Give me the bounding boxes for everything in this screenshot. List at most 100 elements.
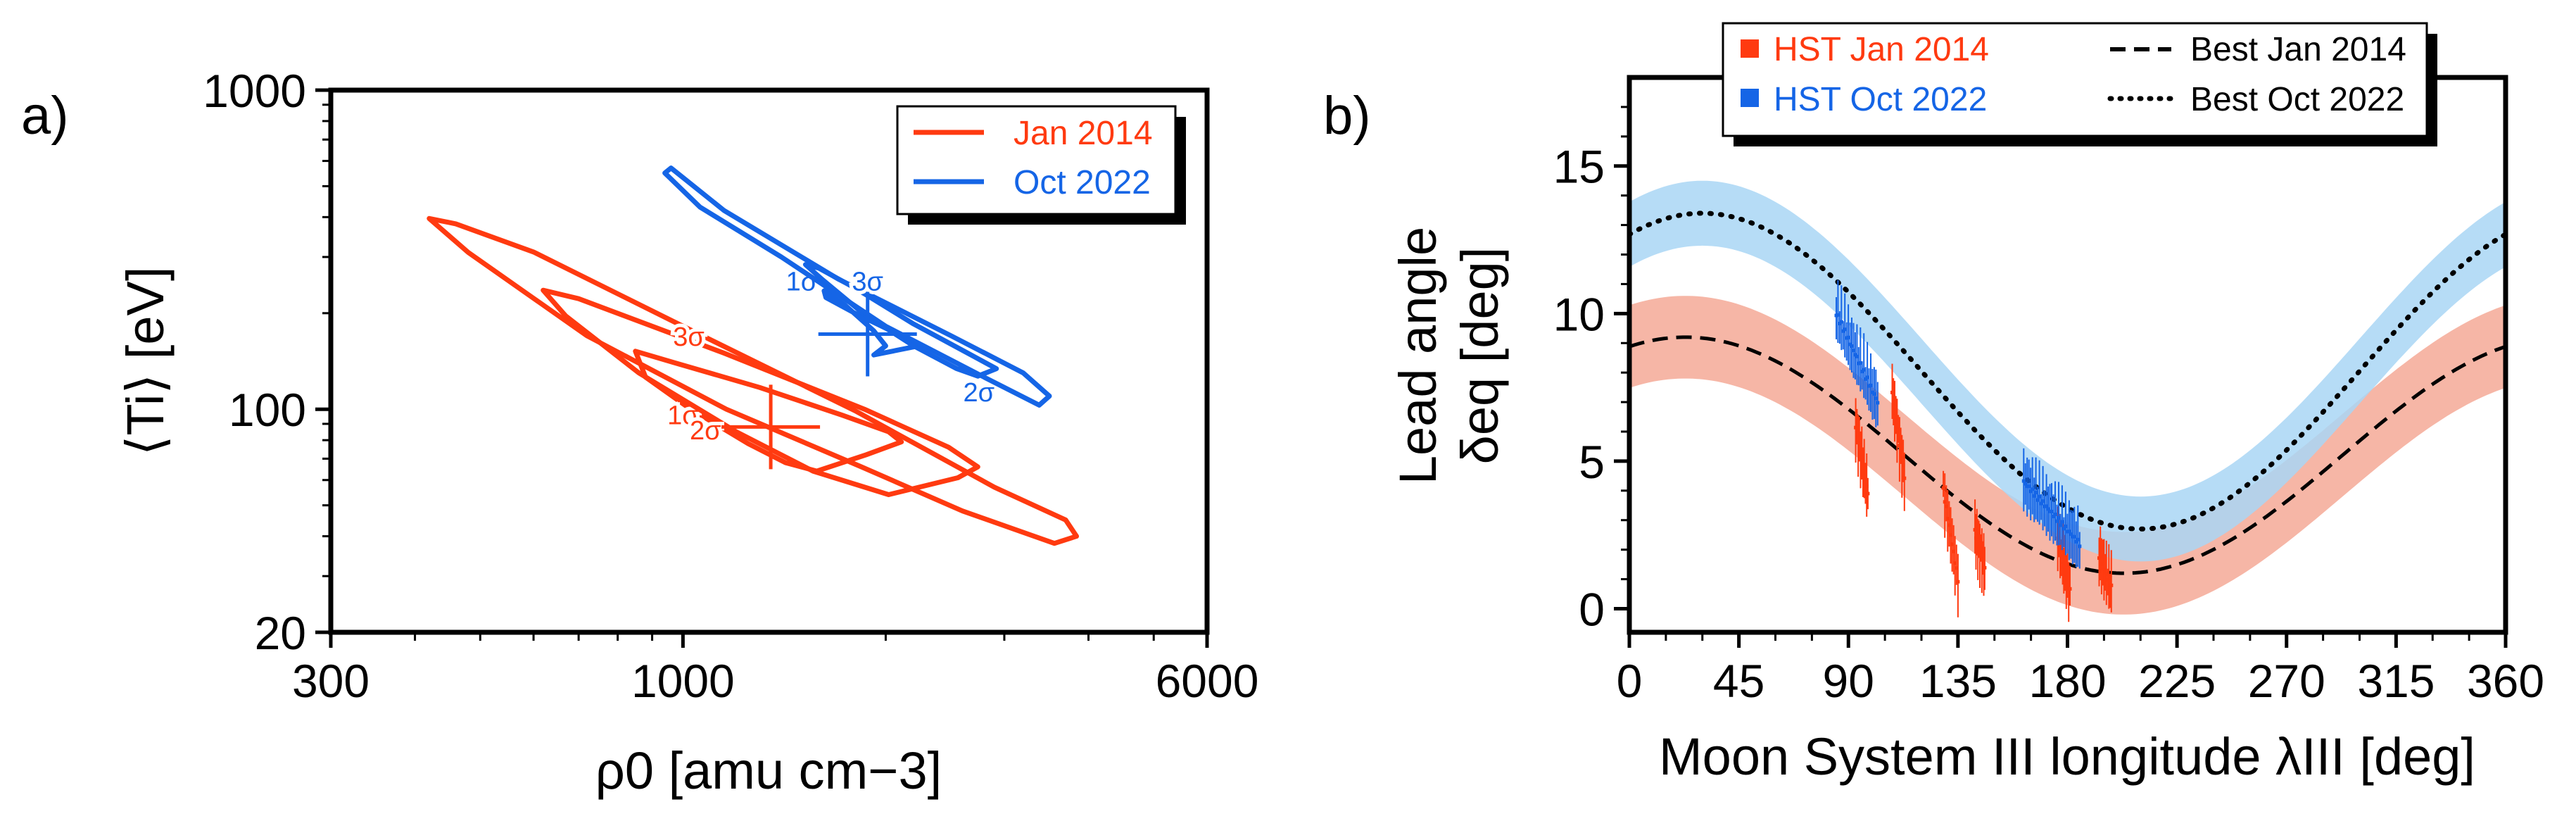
data-point bbox=[2056, 536, 2060, 540]
x-axis-label: ρ0 [amu cm−3] bbox=[595, 741, 942, 800]
x-tick-label: 135 bbox=[1919, 655, 1997, 707]
data-point bbox=[2078, 544, 2082, 549]
data-point bbox=[2035, 498, 2040, 502]
legend-label-hst-jan-2014: HST Jan 2014 bbox=[1774, 31, 1989, 68]
data-point bbox=[2067, 529, 2071, 534]
y-tick-label: 1000 bbox=[203, 65, 306, 117]
data-point bbox=[2021, 479, 2026, 483]
data-point bbox=[2066, 575, 2069, 579]
data-point bbox=[1900, 460, 1904, 464]
contour-2 bbox=[802, 262, 999, 379]
data-point bbox=[1836, 313, 1840, 317]
data-point bbox=[1855, 354, 1859, 358]
data-point bbox=[1890, 390, 1894, 394]
panel-a-label: a) bbox=[21, 86, 69, 146]
data-point bbox=[2031, 487, 2035, 491]
x-tick-label: 0 bbox=[1617, 655, 1643, 707]
legend-marker-hst-oct-2022 bbox=[1741, 89, 1759, 107]
data-point bbox=[2064, 525, 2068, 528]
data-point bbox=[2039, 501, 2043, 506]
data-point bbox=[1983, 565, 1987, 570]
data-point bbox=[2046, 507, 2050, 511]
y-tick-label: 100 bbox=[229, 384, 306, 436]
legend-label-best-jan-2014: Best Jan 2014 bbox=[2190, 31, 2406, 68]
band-best-oct-2022 bbox=[1629, 180, 2506, 562]
data-point bbox=[1855, 428, 1859, 432]
data-point bbox=[2062, 527, 2066, 531]
legend-label-jan-2014: Jan 2014 bbox=[1014, 115, 1153, 152]
data-point bbox=[1977, 541, 1981, 546]
data-point bbox=[2104, 572, 2109, 576]
data-point bbox=[1950, 542, 1955, 546]
data-point bbox=[1956, 579, 1960, 584]
data-point bbox=[1850, 344, 1854, 348]
data-point bbox=[2041, 499, 2045, 503]
data-point bbox=[2032, 494, 2036, 498]
contour-3 bbox=[662, 165, 1052, 408]
x-tick-label: 360 bbox=[2467, 655, 2544, 707]
data-point bbox=[1861, 467, 1865, 471]
x-tick-label: 45 bbox=[1713, 655, 1764, 707]
y-axis-label-line2: δeq [deg] bbox=[1451, 247, 1509, 465]
data-point bbox=[2050, 510, 2054, 513]
data-point bbox=[2052, 515, 2055, 518]
x-tick-label: 270 bbox=[2248, 655, 2325, 707]
data-point bbox=[2055, 519, 2059, 523]
data-point bbox=[1846, 335, 1850, 339]
data-point bbox=[1973, 527, 1977, 532]
data-point bbox=[2069, 532, 2073, 537]
data-point bbox=[1854, 425, 1858, 430]
data-point bbox=[1865, 375, 1869, 380]
data-point bbox=[2028, 489, 2033, 494]
data-point bbox=[1949, 533, 1952, 537]
y-tick-label: 15 bbox=[1553, 141, 1605, 193]
data-point bbox=[1872, 392, 1876, 396]
legend-box bbox=[896, 105, 1177, 215]
data-point bbox=[1901, 463, 1905, 467]
legend: Jan 2014 Oct 2022 bbox=[896, 105, 1186, 225]
contour-2 bbox=[541, 287, 980, 497]
data-point bbox=[1866, 491, 1870, 496]
data-point bbox=[2061, 555, 2065, 559]
data-point bbox=[1943, 500, 1947, 504]
data-point bbox=[2058, 523, 2062, 527]
legend: HST Jan 2014 HST Oct 2022 Best Jan 2014 … bbox=[1722, 22, 2437, 146]
data-point bbox=[2038, 494, 2042, 499]
data-point bbox=[1843, 327, 1847, 332]
data-point bbox=[2058, 546, 2062, 550]
contour-label: 2σ bbox=[963, 378, 995, 408]
data-point bbox=[1952, 549, 1956, 553]
observations-hst-jan-2014 bbox=[1854, 363, 2114, 622]
data-point bbox=[1839, 320, 1843, 324]
data-point bbox=[1899, 446, 1903, 451]
legend-label-best-oct-2022: Best Oct 2022 bbox=[2190, 81, 2404, 118]
data-point bbox=[2074, 539, 2078, 544]
data-point bbox=[1975, 534, 1979, 539]
axis-ticks: 300 1000 6000 20 100 1000 bbox=[203, 65, 1258, 707]
data-point bbox=[2027, 484, 2031, 489]
x-tick-label: 225 bbox=[2138, 655, 2216, 707]
data-point bbox=[2108, 585, 2112, 589]
band-best-jan-2014 bbox=[1629, 296, 2506, 615]
data-point bbox=[1894, 415, 1898, 419]
data-point bbox=[2098, 555, 2102, 558]
data-point bbox=[2101, 562, 2105, 566]
data-point bbox=[1953, 561, 1957, 565]
data-point bbox=[1947, 523, 1951, 527]
x-tick-label: 180 bbox=[2028, 655, 2106, 707]
x-axis-label: Moon System III longitude λIII [deg] bbox=[1659, 727, 2475, 786]
data-point bbox=[1978, 549, 1983, 553]
plot-frame bbox=[328, 87, 1210, 635]
observations-hst-oct-2022 bbox=[1834, 280, 2082, 569]
fit-bands bbox=[1629, 180, 2506, 615]
fit-line-best-oct-2022 bbox=[1627, 211, 2508, 532]
data-point bbox=[2107, 577, 2111, 582]
data-point bbox=[1858, 361, 1862, 365]
data-point bbox=[1864, 484, 1869, 488]
y-axis-label: ⟨Ti⟩ [eV] bbox=[116, 267, 175, 456]
data-point bbox=[1864, 480, 1867, 484]
